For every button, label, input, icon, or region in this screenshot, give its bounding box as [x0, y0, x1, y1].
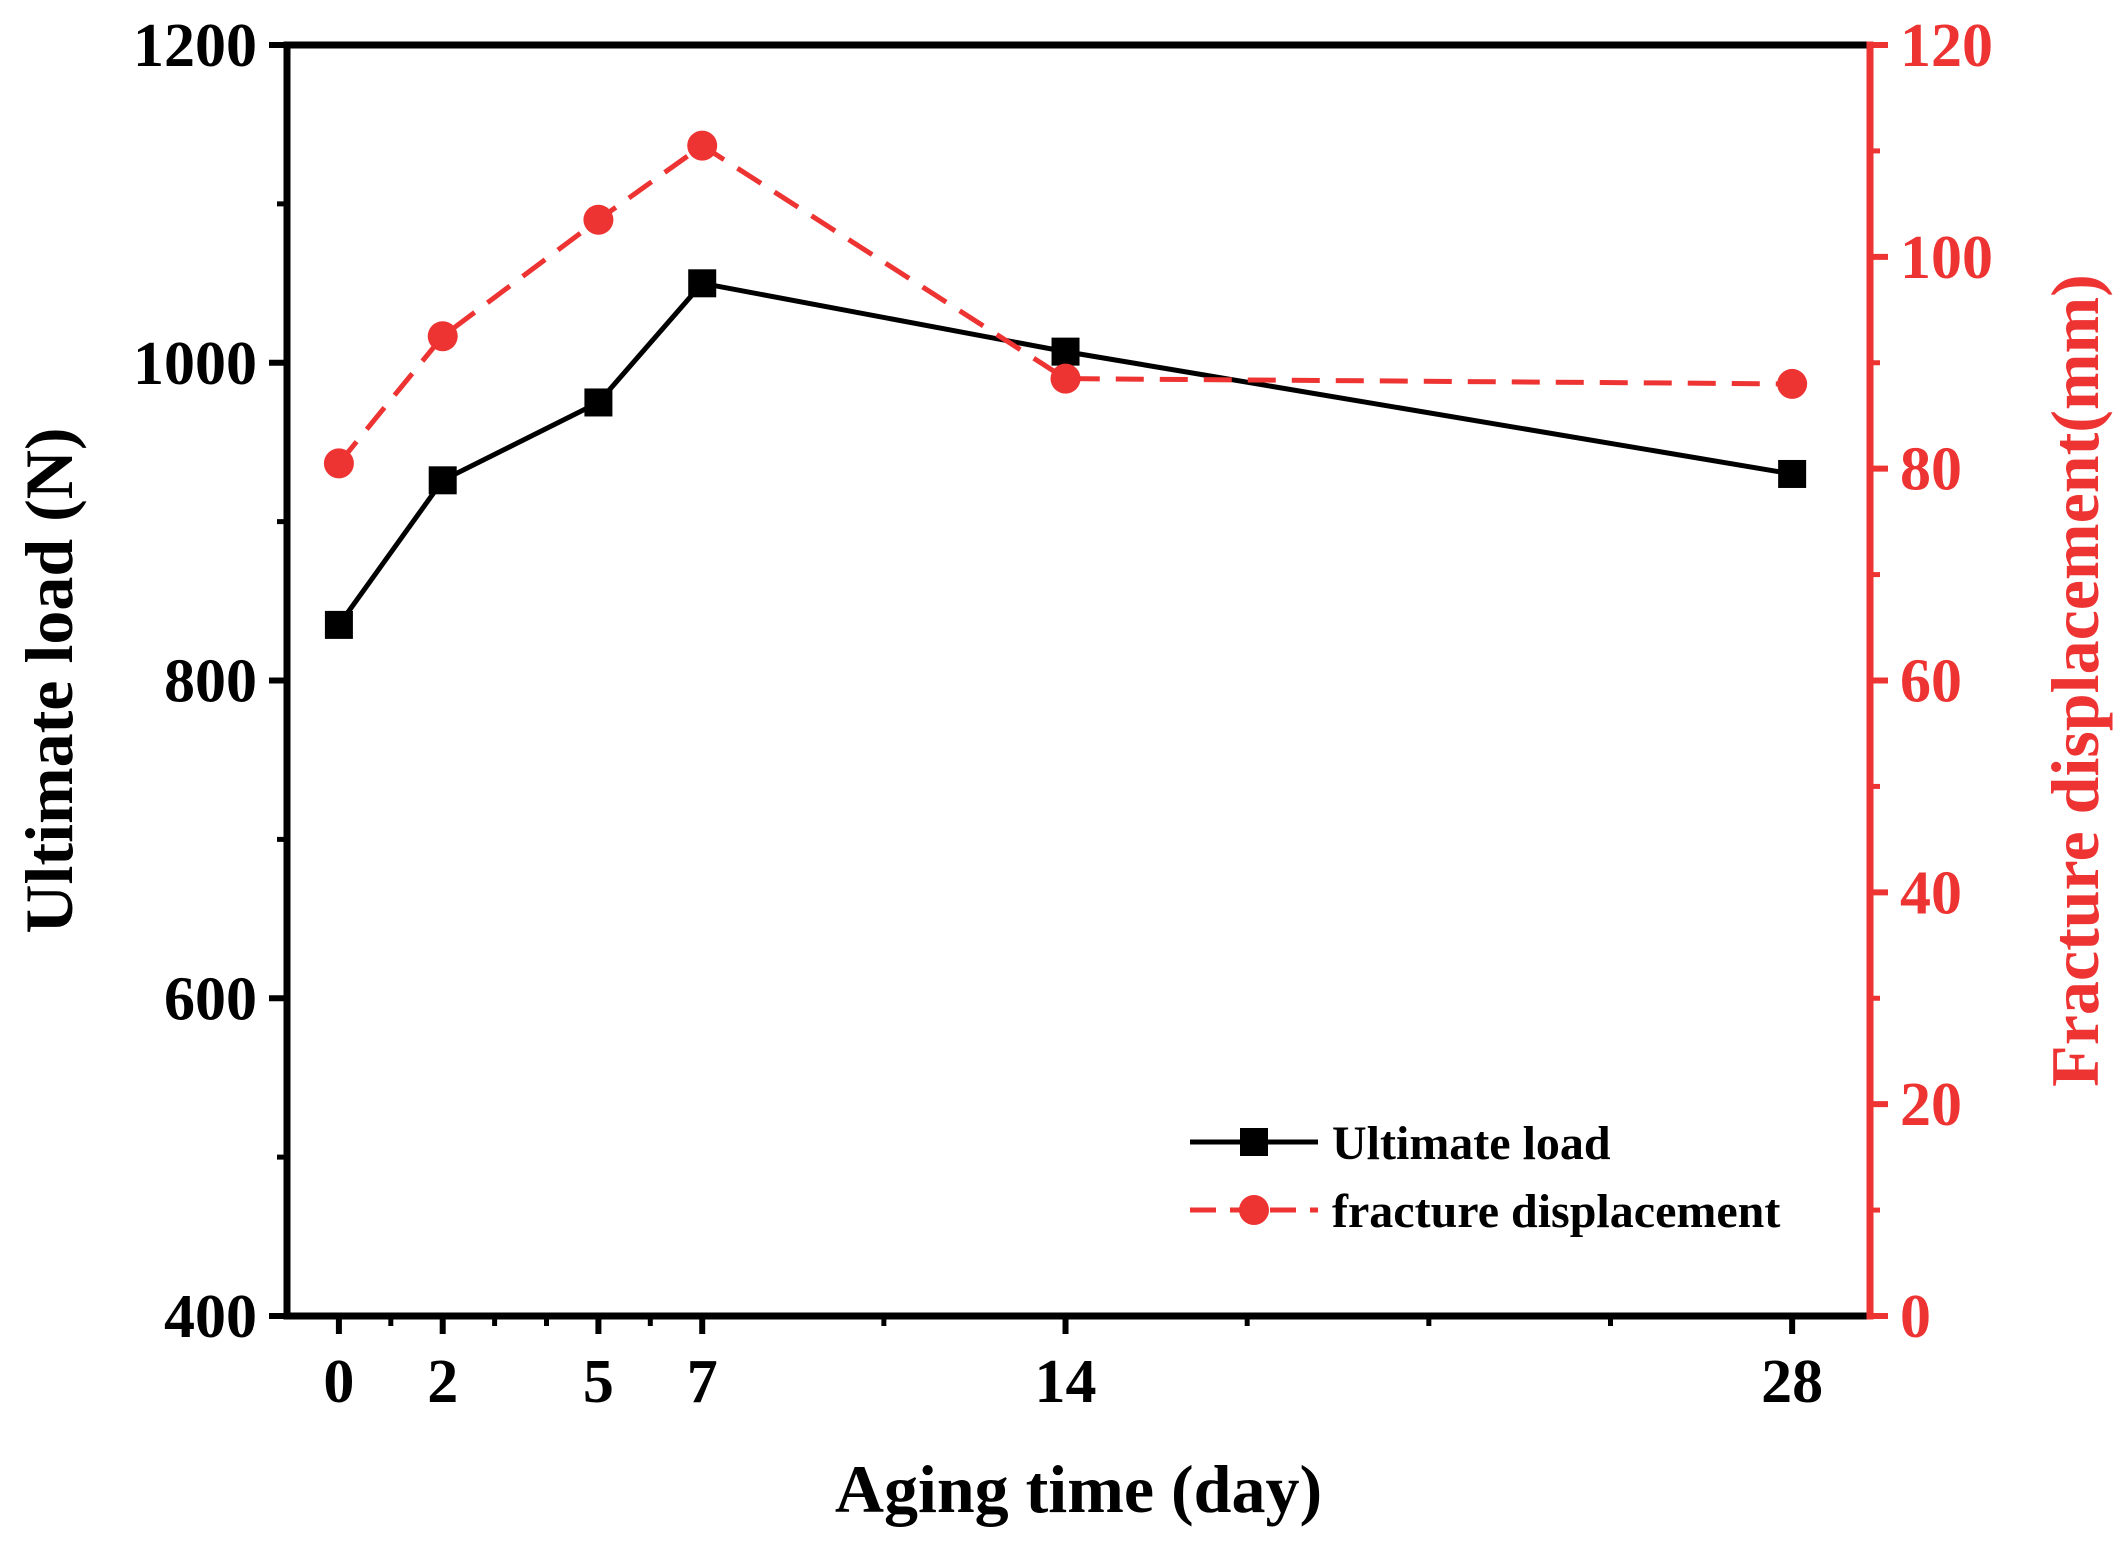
x-tick-label: 7: [687, 1348, 718, 1416]
left-tick-label: 600: [164, 965, 257, 1033]
ultimate-load-point: [688, 269, 717, 298]
x-tick-label: 5: [583, 1348, 614, 1416]
left-tick-label: 400: [164, 1283, 257, 1351]
x-tick-label: 28: [1761, 1348, 1823, 1416]
x-tick-label: 2: [427, 1348, 458, 1416]
right-tick-label: 40: [1900, 859, 1962, 927]
ultimate-load-line: [336, 280, 1793, 627]
right-tick-label: 100: [1900, 224, 1993, 292]
legend: Ultimate load fracture displacement: [1190, 1117, 1780, 1238]
right-tick-label: 60: [1900, 648, 1962, 716]
left-tick-label: 1000: [133, 330, 257, 398]
ultimate-load-point: [428, 466, 457, 495]
x-axis-ticks: 0 2 5 7 14 28: [323, 1316, 1823, 1416]
series-layer: [323, 130, 1808, 639]
ultimate-load-point: [1051, 337, 1080, 366]
fracture-displacement-point: [583, 204, 614, 235]
legend-label: Ultimate load: [1332, 1117, 1611, 1170]
ultimate-load-point: [324, 610, 353, 639]
plot-frame: [283, 41, 1874, 1320]
x-tick-label: 14: [1035, 1348, 1097, 1416]
legend-label: fracture displacement: [1332, 1185, 1780, 1238]
legend-marker-circle: [1239, 1195, 1269, 1225]
fracture-displacement-point: [427, 321, 458, 352]
x-axis-title: Aging time (day): [835, 1451, 1322, 1527]
x-tick-label: 0: [323, 1348, 354, 1416]
left-y-axis-title: Ultimate load (N): [11, 427, 87, 933]
ultimate-load-point: [584, 388, 613, 417]
fracture-displacement-point: [1050, 363, 1081, 394]
legend-marker-square: [1240, 1128, 1268, 1156]
left-axis-ticks: 400 600 800 1000 1200: [133, 12, 287, 1351]
right-tick-label: 80: [1900, 436, 1962, 504]
right-y-axis-title: Fracture displacement(mm): [2037, 274, 2113, 1087]
right-tick-label: 120: [1900, 12, 1993, 80]
right-axis-ticks: 0 20 40 60 80 100 120: [1870, 12, 1993, 1351]
left-tick-label: 800: [164, 648, 257, 716]
fracture-displacement-point: [1777, 368, 1808, 399]
ultimate-load-point: [1778, 459, 1807, 488]
fracture-displacement-line: [336, 142, 1793, 465]
right-tick-label: 0: [1900, 1283, 1931, 1351]
right-tick-label: 20: [1900, 1071, 1962, 1139]
fracture-displacement-point: [687, 130, 718, 161]
left-tick-label: 1200: [133, 12, 257, 80]
fracture-displacement-point: [323, 448, 354, 479]
